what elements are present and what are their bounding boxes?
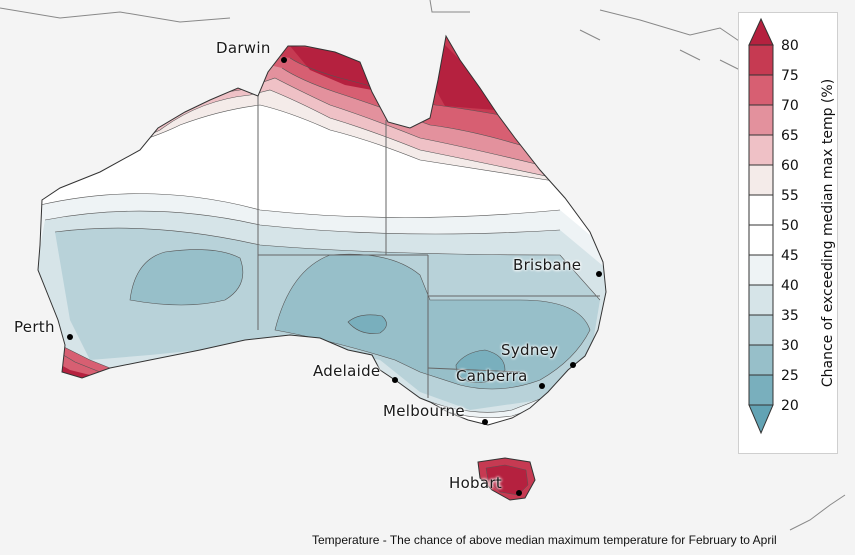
legend-tick-25: 25 [781, 368, 799, 384]
legend-tick-35: 35 [781, 308, 799, 324]
city-marker-brisbane [596, 271, 602, 277]
indonesia-coastline [0, 0, 601, 41]
city-marker-perth [67, 334, 73, 340]
city-label-darwin: Darwin [216, 39, 271, 57]
legend-tick-20: 20 [781, 398, 799, 414]
city-label-adelaide: Adelaide [313, 362, 381, 380]
legend-tick-30: 30 [781, 338, 799, 354]
legend-tick-60: 60 [781, 158, 799, 174]
city-label-hobart: Hobart [449, 474, 503, 492]
city-label-brisbane: Brisbane [513, 256, 582, 274]
city-marker-darwin [281, 57, 287, 63]
legend-tick-80: 80 [781, 38, 799, 54]
legend-tick-40: 40 [781, 278, 799, 294]
legend-colorbar [748, 17, 774, 435]
legend-title: Chance of exceeding median max temp (%) [820, 78, 836, 388]
city-marker-sydney [570, 362, 576, 368]
city-marker-adelaide [392, 377, 398, 383]
legend-tick-55: 55 [781, 188, 799, 204]
legend-tick-65: 65 [781, 128, 799, 144]
legend-tick-70: 70 [781, 98, 799, 114]
legend-tick-50: 50 [781, 218, 799, 234]
map-caption: Temperature - The chance of above median… [312, 533, 777, 547]
city-marker-melbourne [482, 419, 488, 425]
city-label-canberra: Canberra [456, 367, 528, 385]
legend-tick-45: 45 [781, 248, 799, 264]
city-marker-canberra [539, 383, 545, 389]
nz-coastline [789, 494, 846, 531]
australia-coastline [37, 34, 607, 426]
color-legend: 80 75 70 65 60 55 50 45 40 35 30 25 20 C… [738, 12, 838, 454]
city-label-sydney: Sydney [501, 341, 559, 359]
state-borders [257, 95, 600, 398]
city-marker-hobart [516, 490, 522, 496]
legend-tick-75: 75 [781, 68, 799, 84]
city-label-melbourne: Melbourne [383, 402, 465, 420]
png-coastline [599, 9, 746, 71]
city-label-perth: Perth [14, 318, 55, 336]
